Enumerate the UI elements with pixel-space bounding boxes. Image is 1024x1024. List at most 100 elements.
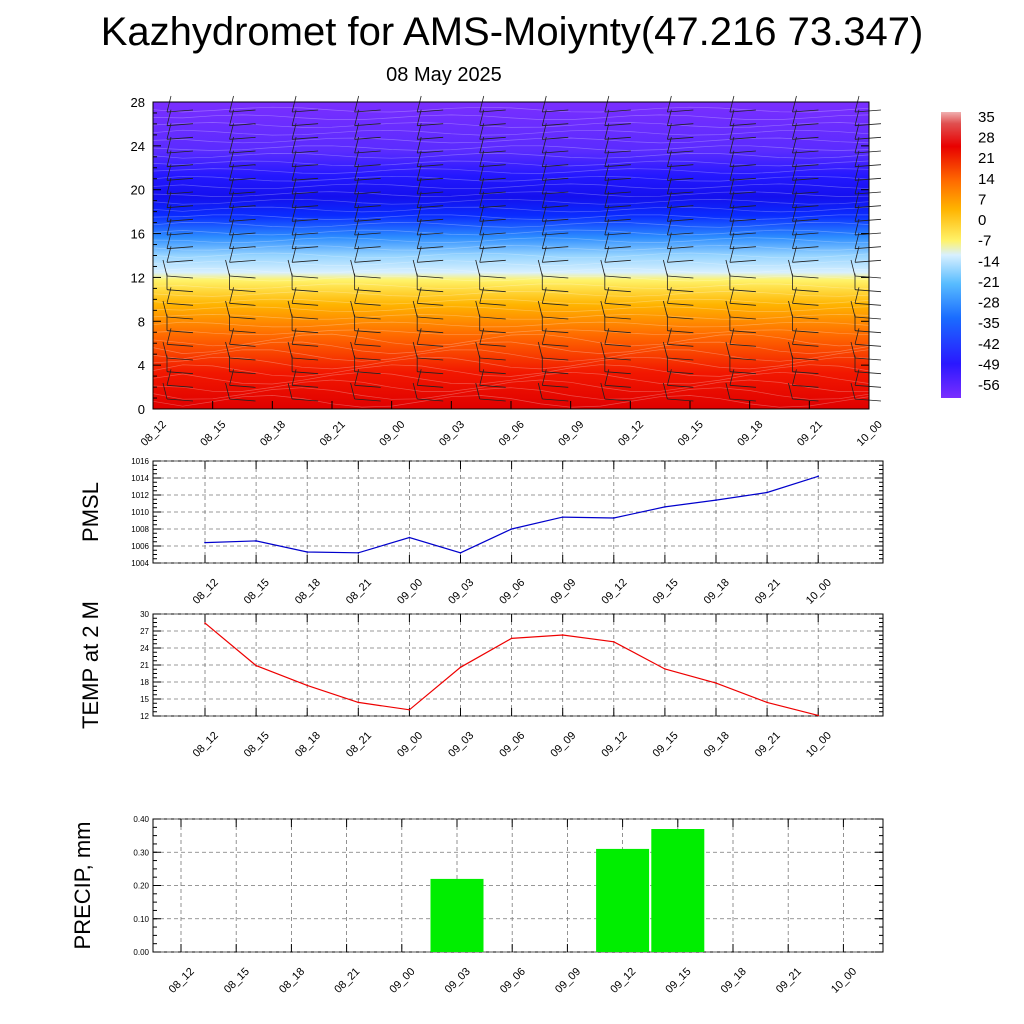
wind-barb-staff [166,164,172,181]
wind-barb-flag [854,218,882,222]
wind-barb-flag [292,330,319,334]
wind-barb-flag [729,316,756,320]
wind-barb-flag [292,357,319,361]
wind-barb-staff [854,205,860,222]
heatmap-x-tick-label: 09_03 [437,419,467,449]
wind-barb-staff [350,341,356,359]
pmsl-point [408,536,411,539]
contour-line [152,175,870,182]
wind-barb-flag [292,343,319,347]
pmsl-point [306,551,309,553]
wind-barb-flag [292,191,319,195]
wind-barb-staff [666,136,672,154]
wind-barb-staff [854,232,860,249]
wind-barb-flag [667,191,694,195]
wind-barb-flag [479,384,506,388]
wind-barb-flag [417,136,444,140]
wind-barb-staff [541,232,547,249]
wind-barb-staff [354,205,360,222]
wind-barb-staff [416,232,422,249]
wind-barb-flag [854,205,882,209]
wind-barb-flag [292,205,319,209]
wind-barb-flag [604,289,631,293]
wind-barb-staff [354,177,360,195]
wind-barb-staff [725,300,731,318]
x-tick-label: 08_15 [242,577,272,607]
wind-barb-flag [354,205,381,209]
wind-barb-flag [292,232,319,236]
wind-barb-staff [416,164,422,181]
wind-barb-staff [792,369,797,386]
wind-barb-flag [729,109,756,113]
wind-barb-flag [166,123,194,127]
heatmap-field [153,102,869,409]
wind-barb-staff [792,246,797,263]
wind-barb-flag [292,123,319,127]
wind-barb-staff [666,177,672,195]
wind-barb-staff [416,177,422,195]
wind-barb-staff [479,246,485,263]
wind-barb-flag [229,330,256,334]
wind-barb-flag [604,330,631,334]
wind-barb-staff [788,300,793,318]
wind-barb-staff [537,259,543,277]
y-tick-label: 24 [140,644,149,653]
wind-barb-flag [792,164,819,168]
contour-line [152,137,870,144]
wind-barb-staff [475,382,481,400]
colorbar-label: 35 [978,109,995,126]
x-tick-label: 08_18 [277,966,307,996]
wind-barb-flag [417,343,444,347]
wind-barb-staff [479,150,485,167]
wind-barb-flag [729,150,756,154]
wind-barb-staff [416,328,422,345]
wind-barb-flag [354,316,381,320]
wind-barb-flag [667,136,694,140]
colorbar-label: -28 [978,295,1000,312]
wind-barb-staff [166,177,172,195]
wind-barb-flag [354,371,381,375]
wind-barb-flag [417,398,444,402]
wind-barb-staff [350,259,356,277]
contour-line [152,356,870,370]
wind-barb-staff [729,123,735,140]
wind-barb-flag [667,205,694,209]
wind-barb-flag [604,259,631,263]
temp-point [613,640,615,643]
colorbar-label: -21 [978,274,1000,291]
wind-barb-staff [666,205,672,222]
wind-barb-staff [604,109,610,126]
wind-barb-flag [479,316,506,320]
wind-barb-staff [354,191,360,208]
wind-barb-staff [166,328,172,345]
wind-barb-flag [667,218,694,222]
wind-barb-staff [792,232,797,249]
wind-barb-flag [729,136,756,140]
wind-barb-flag [354,289,381,293]
y-tick-label: 0.10 [133,915,149,924]
wind-barb-staff [541,369,547,386]
wind-barb-flag [792,123,819,127]
wind-barb-staff [229,164,234,181]
temp-point [459,666,462,669]
wind-barb-staff [479,369,485,386]
wind-barb-staff [479,95,485,113]
wind-barb-flag [729,259,756,263]
heatmap-x-tick-label: 09_06 [497,419,527,449]
wind-barb-staff [354,369,360,386]
wind-barb-staff [416,109,422,126]
wind-barb-flag [229,357,256,361]
heatmap-y-tick-label: 20 [131,183,145,198]
wind-barb-flag [854,343,882,347]
wind-barb-staff [854,150,860,167]
wind-barb-flag [729,384,756,388]
wind-barb-flag [542,109,569,113]
wind-barb-staff [792,164,797,181]
wind-barb-staff [162,382,168,400]
x-tick-label: 09_09 [548,577,578,607]
wind-barb-flag [166,232,194,236]
wind-barb-flag [667,343,694,347]
wind-barb-flag [604,371,631,375]
wind-barb-flag [542,246,569,250]
wind-barb-staff [729,205,735,222]
